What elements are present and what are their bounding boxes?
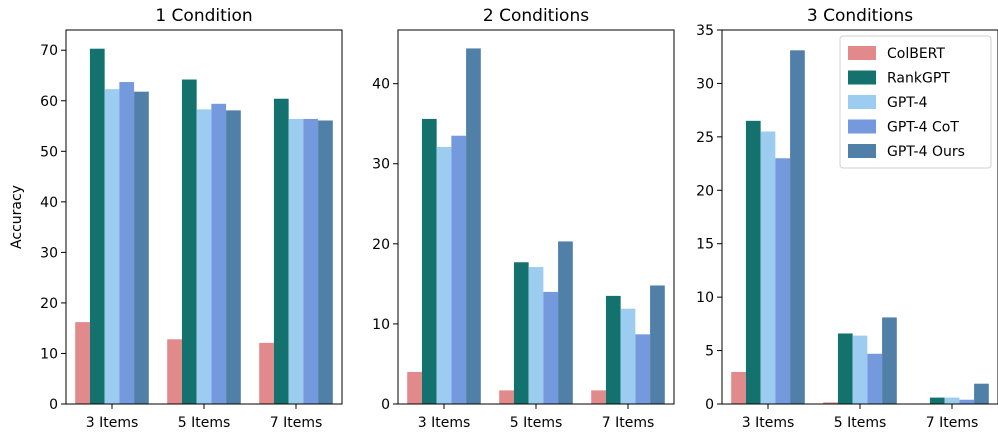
chart-title: 3 Conditions xyxy=(807,6,913,26)
legend-swatch-gpt-4-ours xyxy=(848,144,876,158)
bar-colbert-1 xyxy=(731,371,746,404)
legend-swatch-rankgpt xyxy=(848,70,876,85)
bar-gpt-4-cot-2 xyxy=(211,103,227,404)
subplot-2: 0 10 20 30 40 3 Items 5 Items 7 Items 2 Conditio… xyxy=(372,6,675,431)
bar-gpt-4-3 xyxy=(944,397,960,404)
bar-gpt-4-cot-3 xyxy=(635,334,651,404)
y-tick-label: 15 xyxy=(696,237,714,253)
y-tick-label: 10 xyxy=(40,346,58,362)
x-tick-label: 7 Items xyxy=(602,415,655,431)
x-tick-label: 3 Items xyxy=(742,415,795,431)
y-tick-label: 30 xyxy=(372,157,390,173)
x-tick-label: 5 Items xyxy=(178,415,231,431)
legend-swatch-gpt-4 xyxy=(848,95,876,109)
bar-gpt-4-ours-3 xyxy=(318,120,333,404)
bar-colbert-2 xyxy=(167,339,182,404)
bar-gpt-4-ours-3 xyxy=(974,383,989,404)
bar-gpt-4-ours-3 xyxy=(650,285,665,404)
y-tick-label: 10 xyxy=(696,290,714,306)
legend-box xyxy=(839,35,992,169)
y-tick-label: 25 xyxy=(696,130,714,146)
bar-gpt-4-cot-2 xyxy=(543,291,559,404)
y-tick-label: 60 xyxy=(40,94,58,110)
legend-swatch-gpt-4-cot xyxy=(848,119,876,134)
y-tick-label: 30 xyxy=(40,245,58,261)
bar-gpt-4-2 xyxy=(852,335,868,404)
chart-title: 2 Conditions xyxy=(483,6,589,26)
y-tick-label: 35 xyxy=(696,23,714,39)
bar-gpt-4-1 xyxy=(436,146,452,404)
bar-colbert-1 xyxy=(75,322,90,404)
y-tick-label: 0 xyxy=(705,397,714,413)
subplot-3: 0 5 10 15 20 25 30 35 3 Items 5 Items 7 Items 3 Con… xyxy=(696,6,998,431)
x-tick-label: 7 Items xyxy=(270,415,323,431)
bar-gpt-4-1 xyxy=(760,131,776,404)
bar-gpt-4-2 xyxy=(528,267,544,404)
x-tick-label: 5 Items xyxy=(834,415,887,431)
bar-gpt-4-ours-1 xyxy=(134,91,149,404)
bar-gpt-4-cot-1 xyxy=(119,82,135,404)
bar-gpt-4-cot-3 xyxy=(959,399,975,404)
legend-label-gpt-4-ours: GPT-4 Ours xyxy=(887,144,965,160)
bar-gpt-4-1 xyxy=(104,89,120,404)
y-tick-label: 10 xyxy=(372,317,390,333)
bar-colbert-1 xyxy=(407,371,422,404)
legend-label-rankgpt: RankGPT xyxy=(887,71,950,87)
y-tick-label: 40 xyxy=(372,77,390,93)
bar-gpt-4-cot-1 xyxy=(775,158,791,404)
bar-gpt-4-ours-1 xyxy=(466,48,481,405)
bar-colbert-3 xyxy=(591,390,606,404)
bar-gpt-4-3 xyxy=(620,308,636,404)
legend-label-gpt-4: GPT-4 xyxy=(887,95,928,111)
chart-title: 1 Condition xyxy=(155,6,252,26)
bar-rankgpt-3 xyxy=(929,397,945,404)
y-tick-label: 5 xyxy=(705,344,714,360)
bar-rankgpt-2 xyxy=(837,333,853,404)
bar-gpt-4-cot-1 xyxy=(451,135,467,404)
bar-colbert-2 xyxy=(499,390,514,404)
bar-gpt-4-ours-2 xyxy=(558,241,573,404)
y-tick-label: 20 xyxy=(696,183,714,199)
bar-colbert-3 xyxy=(259,342,274,404)
bar-gpt-4-cot-2 xyxy=(867,353,883,404)
y-tick-label: 40 xyxy=(40,195,58,211)
legend-label-gpt-4-cot: GPT-4 CoT xyxy=(887,120,959,136)
bar-rankgpt-3 xyxy=(273,98,289,405)
bar-gpt-4-ours-1 xyxy=(790,50,805,405)
legend-swatch-colbert xyxy=(848,46,876,60)
y-tick-label: 30 xyxy=(696,76,714,92)
bar-rankgpt-1 xyxy=(745,120,761,404)
bar-rankgpt-1 xyxy=(89,48,105,404)
legend-label-colbert: ColBERT xyxy=(887,46,945,62)
bar-rankgpt-2 xyxy=(181,79,197,404)
y-tick-label: 70 xyxy=(40,43,58,59)
bar-gpt-4-3 xyxy=(288,118,304,404)
bar-gpt-4-2 xyxy=(196,109,212,404)
y-tick-label: 0 xyxy=(381,397,390,413)
subplot-1: 0 10 20 30 40 50 60 70 3 Items 5 Items 7 Items 1 Co… xyxy=(9,6,343,431)
bar-rankgpt-1 xyxy=(421,118,437,405)
bar-rankgpt-3 xyxy=(605,295,621,404)
bar-gpt-4-ours-2 xyxy=(882,317,897,404)
bar-rankgpt-2 xyxy=(513,262,529,404)
bar-gpt-4-cot-3 xyxy=(303,118,319,404)
y-tick-label: 0 xyxy=(49,397,58,413)
x-tick-label: 3 Items xyxy=(86,415,139,431)
bar-gpt-4-ours-2 xyxy=(226,110,241,405)
x-tick-label: 3 Items xyxy=(418,415,471,431)
y-tick-label: 50 xyxy=(40,144,58,160)
legend: ColBERT RankGPT GPT-4 GPT-4 CoT GPT-4 Ours xyxy=(839,35,992,169)
x-tick-label: 5 Items xyxy=(510,415,563,431)
x-tick-label: 7 Items xyxy=(926,415,979,431)
y-tick-label: 20 xyxy=(372,237,390,253)
bar-colbert-2 xyxy=(823,402,838,404)
y-tick-label: 20 xyxy=(40,296,58,312)
y-axis-label: Accuracy xyxy=(9,185,25,249)
